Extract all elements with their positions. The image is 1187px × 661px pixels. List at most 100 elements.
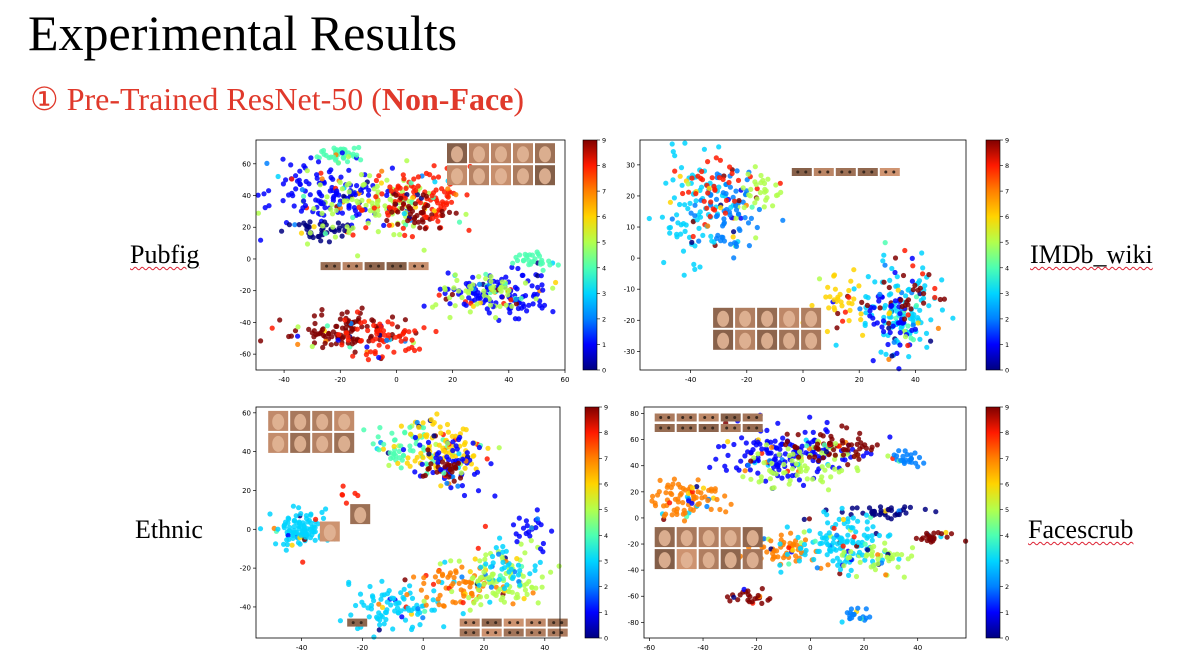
scatter-point — [397, 232, 403, 238]
face-shape — [746, 530, 759, 547]
colorbar-tick-label: 0 — [604, 635, 608, 643]
scatter-point — [376, 627, 382, 633]
scatter-point — [435, 596, 441, 602]
scatter-point — [433, 455, 439, 461]
scatter-point — [793, 461, 799, 467]
colorbar-tick-label: 1 — [1005, 609, 1009, 617]
scatter-point — [430, 469, 436, 476]
eye-shape — [667, 426, 671, 430]
scatter-point — [693, 191, 699, 197]
scatter-point — [505, 562, 511, 568]
scatter-point — [432, 574, 438, 580]
colorbar-tick-label: 9 — [1005, 137, 1009, 145]
slide-title: Experimental Results — [28, 5, 458, 61]
scatter-point — [835, 310, 841, 317]
scatter-point — [825, 284, 831, 290]
scatter-point — [835, 296, 841, 302]
scatter-point — [895, 564, 901, 570]
face-shape — [783, 332, 796, 349]
scatter-point — [458, 587, 464, 593]
scatter-point — [768, 450, 774, 456]
eye-shape — [711, 426, 715, 430]
scatter-point — [513, 296, 519, 303]
eye-crop-thumbnail — [813, 168, 834, 176]
scatter-point — [406, 329, 412, 335]
scatter-point — [754, 186, 760, 192]
scatter-point — [493, 592, 499, 599]
scatter-point — [499, 279, 505, 285]
scatter-point — [736, 198, 742, 204]
scatter-point — [759, 600, 765, 607]
scatter-point — [517, 582, 523, 588]
scatter-point — [388, 602, 394, 608]
scatter-point — [295, 341, 301, 347]
scatter-point — [382, 609, 389, 616]
scatter-point — [391, 232, 397, 238]
y-tick-label: 0 — [247, 526, 251, 534]
scatter-point — [456, 219, 463, 225]
scatter-point — [510, 522, 517, 528]
scatter-point — [784, 431, 790, 437]
scatter-point — [261, 191, 267, 197]
scatter-point — [459, 574, 465, 580]
scatter-point — [700, 485, 707, 491]
scatter-point — [905, 342, 911, 349]
colorbar-tick-label: 5 — [604, 506, 608, 514]
scatter-point — [426, 465, 432, 471]
scatter-point — [682, 228, 688, 234]
scatter-point — [289, 542, 295, 548]
scatter-point — [281, 541, 287, 547]
scatter-point — [910, 316, 916, 322]
scatter-point — [415, 174, 421, 180]
scatter-point — [928, 338, 934, 344]
y-tick-label: 40 — [630, 462, 639, 470]
eye-shape — [892, 170, 896, 174]
scatter-point — [355, 253, 361, 259]
scatter-point — [774, 445, 780, 451]
scatter-point — [376, 601, 382, 607]
scatter-point — [385, 319, 391, 325]
scatter-point — [500, 594, 506, 601]
scatter-point — [678, 222, 684, 228]
scatter-point — [421, 580, 427, 587]
x-tick-label: -40 — [296, 644, 307, 652]
scatter-point — [491, 289, 497, 295]
scatter-point — [709, 175, 715, 181]
colorbar-tick-label: 1 — [1005, 341, 1009, 349]
eye-shape — [747, 426, 751, 430]
scatter-point — [523, 518, 530, 524]
scatter-point — [312, 537, 318, 543]
scatter-point — [475, 545, 481, 551]
scatter-point — [841, 563, 847, 569]
scatter-point — [376, 342, 382, 348]
scatter-point — [521, 596, 527, 602]
subtitle-prefix: ① Pre-Trained ResNet-50 ( — [30, 81, 382, 117]
scatter-point — [415, 183, 421, 189]
scatter-point — [335, 220, 341, 226]
x-tick-label: -20 — [741, 376, 752, 384]
scatter-point — [398, 608, 404, 614]
scatter-point — [670, 481, 676, 487]
scatter-point — [418, 587, 424, 593]
scatter-point — [367, 583, 373, 590]
scatter-point — [884, 554, 890, 560]
scatter-point — [759, 446, 765, 452]
scatter-point — [702, 494, 708, 500]
eye-shape — [552, 621, 556, 625]
scatter-point — [423, 193, 429, 199]
scatter-point — [306, 531, 312, 537]
y-tick-label: -20 — [624, 317, 635, 325]
scatter-point — [553, 279, 559, 286]
scatter-point — [452, 303, 458, 309]
face-shape — [517, 168, 529, 185]
y-tick-label: 60 — [242, 409, 251, 417]
scatter-point — [886, 320, 892, 326]
scatter-point — [692, 243, 698, 249]
scatter-point — [887, 329, 893, 336]
scatter-point — [320, 201, 326, 207]
scatter-point — [473, 596, 479, 603]
scatter-point — [504, 582, 510, 588]
scatter-point — [315, 159, 322, 165]
scatter-point — [864, 450, 870, 456]
